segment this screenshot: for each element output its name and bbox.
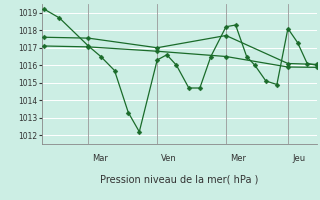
- Text: Mar: Mar: [92, 154, 108, 163]
- Text: Mer: Mer: [230, 154, 246, 163]
- Text: Ven: Ven: [161, 154, 177, 163]
- Text: Pression niveau de la mer( hPa ): Pression niveau de la mer( hPa ): [100, 175, 258, 185]
- Text: Jeu: Jeu: [292, 154, 305, 163]
